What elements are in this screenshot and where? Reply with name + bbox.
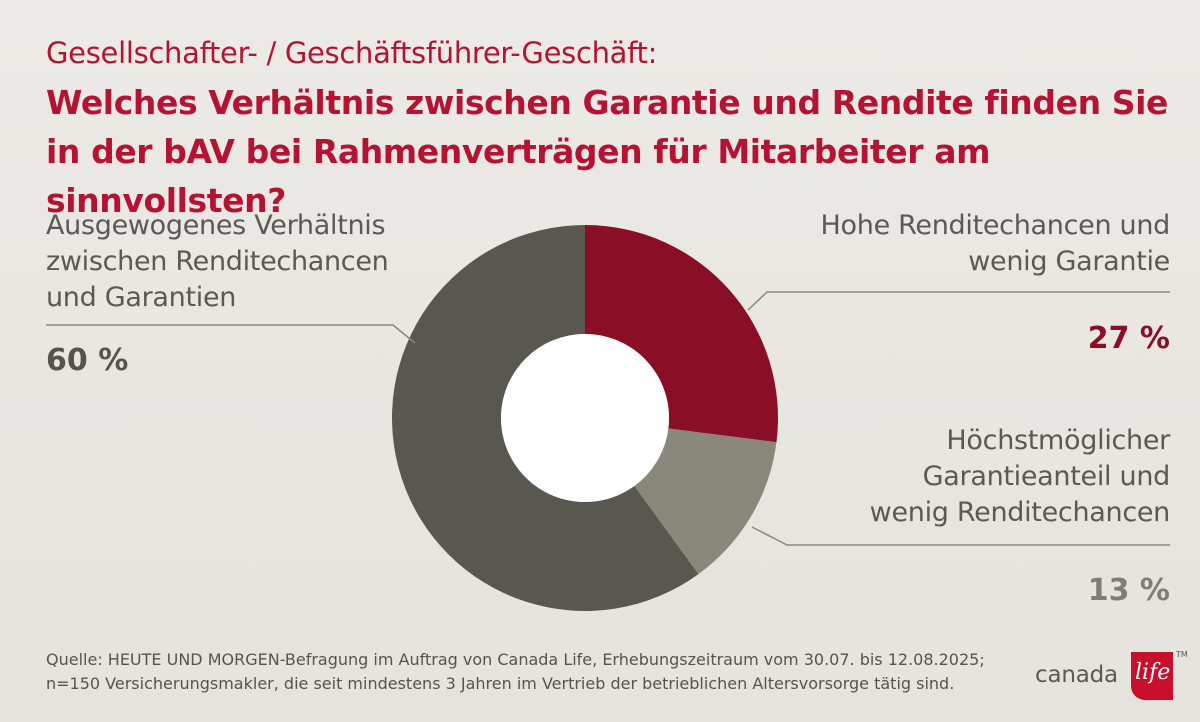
donut-hole — [501, 334, 669, 502]
leader-line-high-return — [747, 291, 1170, 311]
pct-max-guarantee: 13 % — [1087, 573, 1170, 608]
source-line-2: n=150 Versicherungsmakler, die seit mind… — [46, 674, 955, 693]
label-high-return: Hohe Renditechancen und wenig Garantie — [750, 208, 1171, 280]
chart-subtitle: Gesellschafter- / Geschäftsführer-Geschä… — [46, 36, 658, 70]
logo-brand-text: canada — [1035, 662, 1118, 688]
label-balanced: Ausgewogenes Verhältnis zwischen Rendite… — [46, 208, 446, 316]
label-balanced-line1: Ausgewogenes Verhältnis — [46, 210, 386, 241]
label-high-return-line2: wenig Garantie — [968, 246, 1170, 277]
label-max-guarantee-line1: Höchstmöglicher — [946, 425, 1170, 456]
chart-title: Welches Verhältnis zwischen Garantie und… — [46, 83, 1169, 220]
label-max-guarantee-line2: Garantieanteil und — [922, 461, 1171, 492]
leader-line-balanced — [46, 324, 416, 344]
label-balanced-line2: zwischen Renditechancen — [46, 246, 389, 277]
leader-line-max-guarantee — [751, 526, 1170, 546]
slice-balanced — [391, 225, 699, 611]
canada-life-logo: canada life TM — [1035, 648, 1195, 708]
label-max-guarantee: Höchstmöglicher Garantieanteil und wenig… — [750, 423, 1171, 531]
source-line-1: Quelle: HEUTE UND MORGEN-Befragung im Au… — [46, 650, 985, 669]
slice-max-guarantee — [634, 428, 777, 575]
pct-balanced: 60 % — [46, 343, 129, 378]
label-balanced-line3: und Garantien — [46, 282, 237, 313]
slice-high-return — [585, 225, 778, 443]
label-max-guarantee-line3: wenig Renditechancen — [869, 497, 1171, 528]
logo-red-box — [1131, 652, 1173, 700]
logo-script-text: life — [1135, 660, 1171, 685]
label-high-return-line1: Hohe Renditechancen und — [820, 210, 1171, 241]
logo-trademark: TM — [1176, 650, 1188, 659]
pct-high-return: 27 % — [1087, 321, 1170, 356]
source-note: Quelle: HEUTE UND MORGEN-Befragung im Au… — [46, 648, 1046, 696]
